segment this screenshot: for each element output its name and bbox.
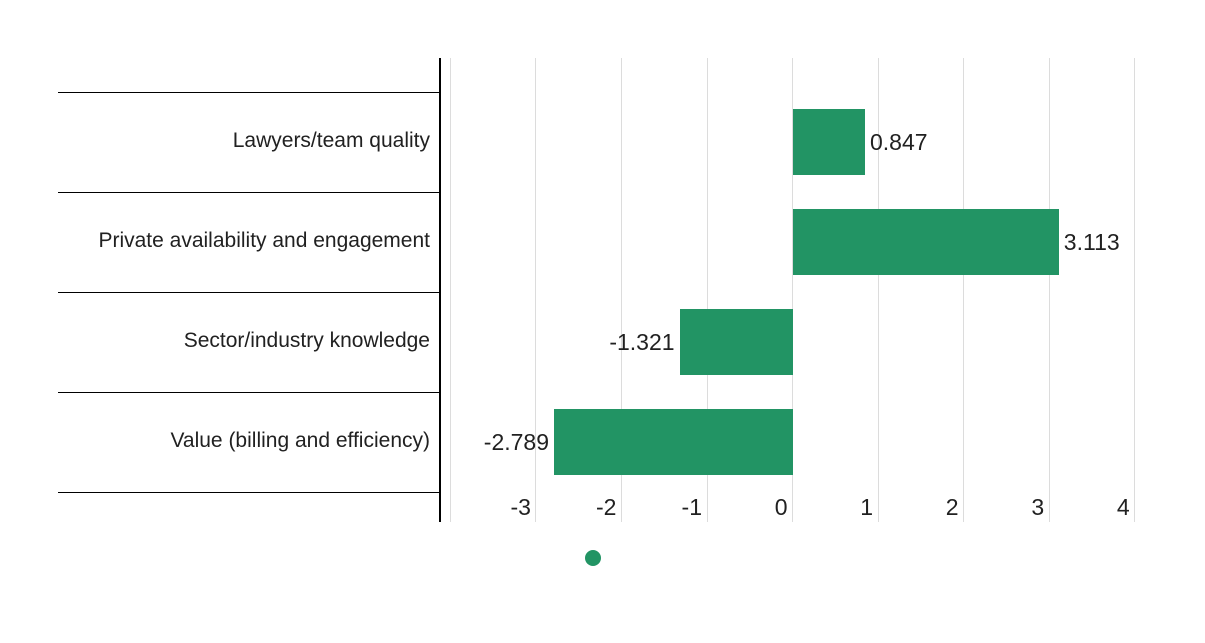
category-divider <box>58 192 441 193</box>
bar-value-label: 3.113 <box>1063 229 1120 255</box>
legend-series-marker-icon <box>585 550 601 566</box>
y-axis-line <box>439 58 441 522</box>
gridline <box>1048 58 1050 522</box>
bar <box>553 409 793 475</box>
category-divider <box>58 492 441 493</box>
x-tick-label: -1 <box>681 494 702 520</box>
gridline <box>620 58 622 522</box>
category-label: Lawyers/team quality <box>232 129 430 152</box>
gridline <box>449 58 451 522</box>
x-tick-label: 0 <box>774 494 788 520</box>
x-tick-label: -3 <box>510 494 531 520</box>
bar-value-label: -1.321 <box>609 329 675 355</box>
category-label: Value (billing and efficiency) <box>170 429 430 452</box>
gridline <box>535 58 537 522</box>
category-divider <box>58 292 441 293</box>
category-divider <box>58 392 441 393</box>
x-tick-label: 1 <box>860 494 874 520</box>
gridline <box>877 58 879 522</box>
gridline <box>706 58 708 522</box>
category-label: Private availability and engagement <box>98 229 430 252</box>
x-tick-label: -2 <box>596 494 617 520</box>
bar-value-label: 0.847 <box>869 129 928 155</box>
x-tick-label: 4 <box>1116 494 1130 520</box>
bar-value-label: -2.789 <box>483 429 549 455</box>
category-divider <box>58 92 441 93</box>
gridline <box>1134 58 1136 522</box>
bar <box>679 309 793 375</box>
category-label: Sector/industry knowledge <box>183 329 430 352</box>
gridline <box>963 58 965 522</box>
x-tick-label: 3 <box>1031 494 1045 520</box>
bar <box>792 209 1059 275</box>
bar <box>792 109 865 175</box>
x-tick-label: 2 <box>945 494 959 520</box>
gridline <box>792 58 794 522</box>
